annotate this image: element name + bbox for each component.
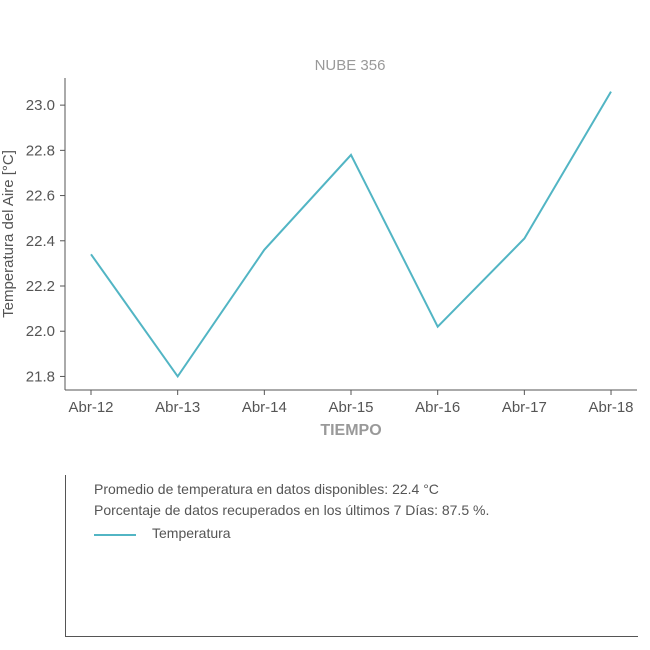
line-chart: NUBE 356 21.8 22.0 22.2 22.4 22.6 22.8 23.0 Ab… — [0, 57, 637, 439]
x-tick-label: Abr-17 — [502, 399, 547, 416]
x-tick-label: Abr-13 — [155, 399, 200, 416]
average-temperature-text: Promedio de temperatura en datos disponi… — [94, 481, 439, 497]
y-tick-label: 22.4 — [26, 233, 55, 250]
chart-title: NUBE 356 — [315, 57, 386, 74]
info-panel: Promedio de temperatura en datos disponi… — [65, 475, 638, 637]
y-tick-label: 21.8 — [26, 368, 55, 385]
legend-swatch — [94, 534, 136, 536]
x-tick-label: Abr-18 — [589, 399, 634, 416]
temperature-series-line — [90, 91, 612, 379]
y-axis-ticks: 21.8 22.0 22.2 22.4 22.6 22.8 23.0 — [26, 97, 65, 385]
x-tick-label: Abr-14 — [242, 399, 287, 416]
legend-label: Temperatura — [152, 525, 231, 541]
x-axis-label: TIEMPO — [320, 422, 381, 439]
y-tick-label: 22.0 — [26, 323, 55, 340]
x-tick-label: Abr-12 — [68, 399, 113, 416]
y-tick-label: 22.8 — [26, 142, 55, 159]
y-tick-label: 23.0 — [26, 97, 55, 114]
y-tick-label: 22.2 — [26, 278, 55, 295]
recovered-data-text: Porcentaje de datos recuperados en los ú… — [94, 502, 490, 518]
x-axis-ticks: Abr-12 Abr-13 Abr-14 Abr-15 Abr-16 Abr-17 Abr-… — [68, 390, 634, 416]
x-tick-label: Abr-16 — [415, 399, 460, 416]
x-tick-label: Abr-15 — [328, 399, 373, 416]
y-tick-label: 22.6 — [26, 188, 55, 205]
y-axis-label: Temperatura del Aire [°C] — [0, 150, 17, 318]
